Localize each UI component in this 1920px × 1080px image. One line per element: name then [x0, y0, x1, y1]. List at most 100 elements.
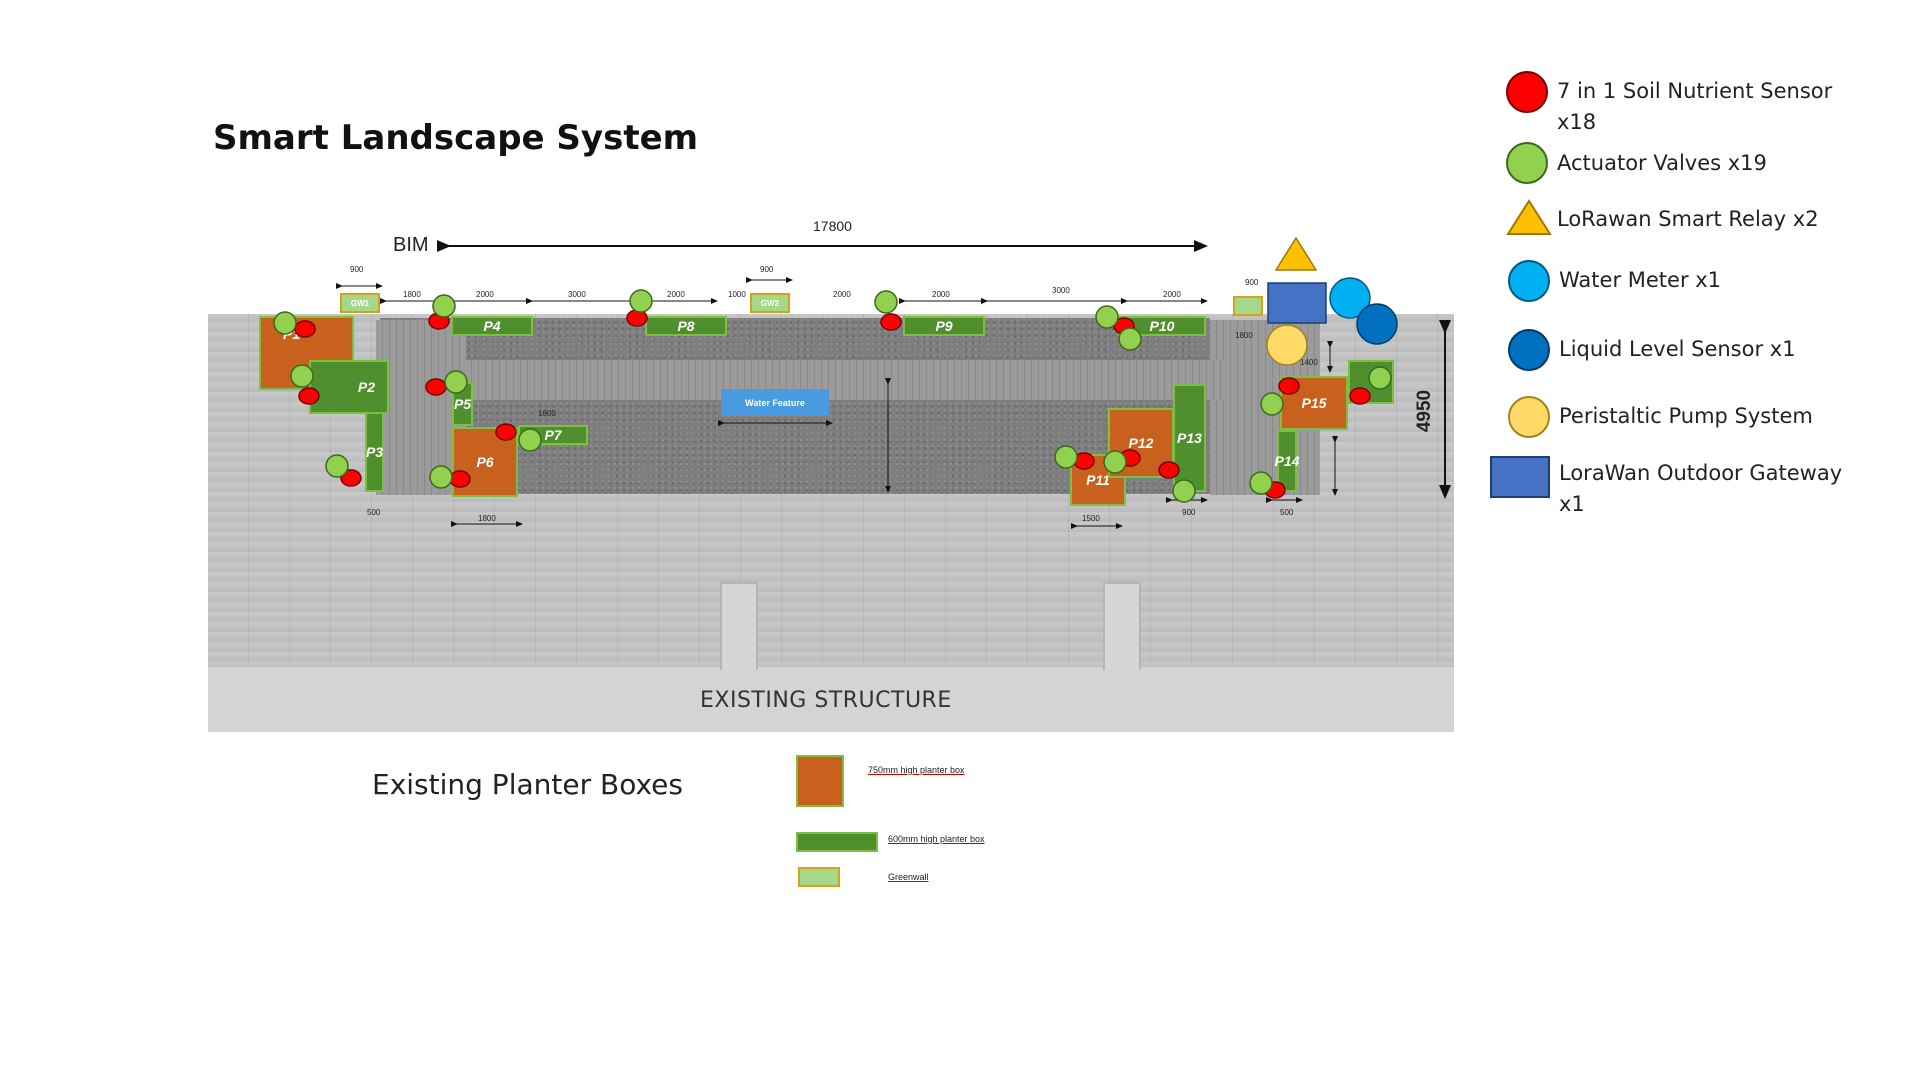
- planter-label: P11: [1086, 472, 1110, 488]
- planter-p4: P4: [451, 316, 533, 336]
- planter-p8: P8: [645, 316, 727, 336]
- liquid-level-sensor-icon: [1356, 303, 1398, 345]
- legend-soil-sensor-label: 7 in 1 Soil Nutrient Sensor x18: [1557, 79, 1833, 134]
- legend-gateway-label: LoraWan Outdoor Gateway x1: [1559, 461, 1843, 516]
- swatch-greenwall: [798, 867, 840, 887]
- planter-label: P9: [935, 318, 953, 334]
- soil-sensor-icon: [449, 470, 471, 488]
- overall-dimension: 17800: [813, 218, 852, 234]
- dim-label: 900: [350, 265, 364, 274]
- deck-mid: [465, 360, 1225, 400]
- dim-label: 900: [760, 265, 774, 274]
- soil-sensor-icon: [298, 387, 320, 405]
- planter-label: P15: [1301, 395, 1327, 411]
- dim-label: 1800: [1235, 331, 1253, 340]
- planter-p2: P2: [309, 360, 389, 414]
- dim-label: 1800: [403, 290, 421, 299]
- peristaltic-pump-icon: [1266, 324, 1308, 366]
- greenwall-gw3: [1233, 296, 1263, 316]
- planter-p14: P14: [1274, 430, 1300, 492]
- legend-peristaltic-pump-label: Peristaltic Pump System: [1559, 404, 1813, 428]
- legend-liquid-level-label: Liquid Level Sensor x1: [1559, 337, 1796, 361]
- structure-post-left: [720, 582, 758, 670]
- actuator-valve-icon: [1118, 327, 1142, 351]
- actuator-valve-icon: [1260, 392, 1284, 416]
- label-greenwall: Greenwall: [888, 872, 929, 882]
- legend-peristaltic-pump-icon: [1508, 396, 1550, 438]
- dim-label: 2000: [833, 290, 851, 299]
- soil-sensor-icon: [880, 313, 902, 331]
- legend-smart-relay-icon: [1506, 199, 1552, 235]
- label-750mm: 750mm high planter box: [868, 765, 965, 775]
- existing-structure-slab: [208, 666, 1454, 732]
- planter-label: P6: [476, 454, 494, 470]
- legend-water-meter-icon: [1508, 260, 1550, 302]
- planter-label: P12: [1128, 435, 1154, 451]
- soil-sensor-icon: [1278, 377, 1300, 395]
- planter-label: P10: [1149, 318, 1175, 334]
- greenwall-gw1: GW1: [340, 293, 380, 313]
- planter-label: P8: [677, 318, 695, 334]
- planter-label: P7: [544, 427, 562, 443]
- dim-label: 1500: [1082, 514, 1100, 523]
- planter-label: P4: [483, 318, 501, 334]
- actuator-valve-icon: [325, 454, 349, 478]
- soil-sensor-group: [294, 309, 1371, 499]
- dim-label: 3000: [568, 290, 586, 299]
- legend-gateway-icon: [1490, 456, 1550, 498]
- dim-label: 2000: [1163, 290, 1181, 299]
- actuator-valve-icon: [290, 364, 314, 388]
- actuator-valve-icon: [429, 465, 453, 489]
- actuator-valve-icon: [1249, 471, 1273, 495]
- greenwall-label: GW1: [350, 298, 370, 308]
- greenwall-gw2: GW2: [750, 293, 790, 313]
- existing-structure-label: EXISTING STRUCTURE: [700, 688, 952, 713]
- deck-left: [376, 320, 466, 495]
- soil-sensor-icon: [340, 469, 362, 487]
- legend-actuator-valve-icon: [1506, 142, 1548, 184]
- planter-label: P5: [453, 396, 472, 412]
- dim-label: 2000: [476, 290, 494, 299]
- dim-label: 3000: [1052, 286, 1070, 295]
- dim-label: 2000: [667, 290, 685, 299]
- actuator-valve-icon: [273, 311, 297, 335]
- planter-label: P14: [1274, 453, 1300, 469]
- bim-label: BIM: [393, 234, 429, 256]
- legend-liquid-level-sensor-icon: [1508, 329, 1550, 371]
- legend-smart-relay-label: LoRawan Smart Relay x2: [1557, 207, 1819, 231]
- soil-sensor-icon: [626, 309, 648, 327]
- actuator-valve-icon: [1095, 305, 1119, 329]
- existing-planter-boxes-title: Existing Planter Boxes: [372, 768, 683, 801]
- gateway-icon: [1267, 282, 1327, 324]
- swatch-750mm: [796, 755, 844, 807]
- legend-soil-sensor-icon: [1506, 71, 1548, 113]
- dim-label: 1400: [1300, 358, 1318, 367]
- planter-label: P13: [1177, 430, 1202, 446]
- soil-sensor-icon: [294, 320, 316, 338]
- actuator-valve-group: [273, 289, 1392, 503]
- smart-relay-icon: [1274, 236, 1318, 271]
- actuator-valve-icon: [518, 428, 542, 452]
- water-feature: Water Feature: [721, 389, 829, 416]
- soil-sensor-icon: [1158, 461, 1180, 479]
- swatch-600mm: [796, 832, 878, 852]
- planter-p10: P10: [1118, 316, 1206, 336]
- structure-post-right: [1103, 582, 1141, 670]
- actuator-valve-icon: [1368, 366, 1392, 390]
- planter-p3: P3: [365, 412, 384, 492]
- dim-label: 1800: [538, 409, 556, 418]
- water-meter-icon: [1329, 277, 1371, 319]
- actuator-valve-icon: [1054, 445, 1078, 469]
- actuator-valve-icon: [629, 289, 653, 313]
- actuator-valve-icon: [1172, 479, 1196, 503]
- dim-label: 900: [1182, 508, 1196, 517]
- dim-label: 2000: [932, 290, 950, 299]
- legend-water-meter-label: Water Meter x1: [1559, 268, 1722, 292]
- planter-label: P3: [365, 444, 384, 460]
- actuator-valve-icon: [1103, 450, 1127, 474]
- legend-actuator-valve-label: Actuator Valves x19: [1557, 151, 1767, 175]
- soil-sensor-icon: [425, 378, 447, 396]
- dim-label: 900: [1245, 278, 1259, 287]
- actuator-valve-icon: [874, 290, 898, 314]
